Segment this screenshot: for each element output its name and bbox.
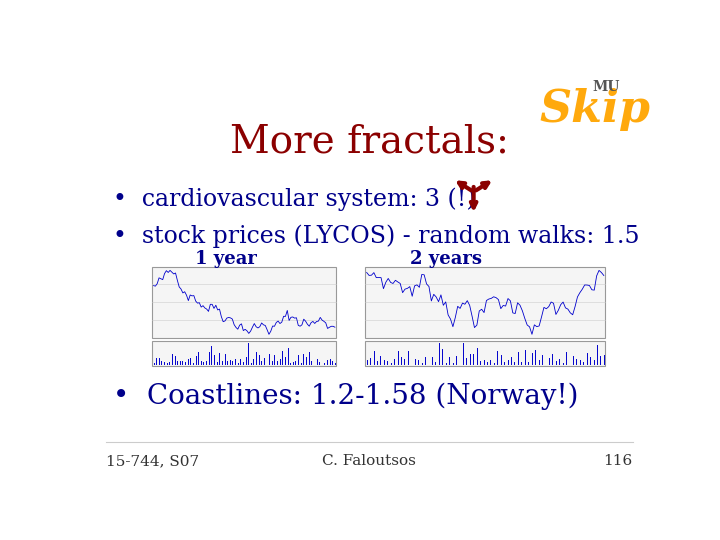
Bar (365, 267, 606, 338)
Bar (365, 341, 606, 366)
Bar (152, 341, 336, 366)
Text: More fractals:: More fractals: (230, 123, 508, 160)
Text: C. Faloutsos: C. Faloutsos (322, 454, 416, 468)
Text: •  stock prices (LYCOS) - random walks: 1.5: • stock prices (LYCOS) - random walks: 1… (113, 224, 640, 247)
Text: •  Coastlines: 1.2-1.58 (Norway!): • Coastlines: 1.2-1.58 (Norway!) (113, 382, 579, 409)
Bar (152, 267, 336, 338)
Text: 2 years: 2 years (410, 250, 482, 268)
Text: 116: 116 (603, 454, 632, 468)
Text: MU: MU (593, 80, 620, 94)
Text: 15-744, S07: 15-744, S07 (106, 454, 199, 468)
Text: 1 year: 1 year (194, 250, 256, 268)
Text: •  cardiovascular system: 3 (!): • cardiovascular system: 3 (!) (113, 188, 476, 211)
Text: Skip: Skip (539, 88, 650, 131)
